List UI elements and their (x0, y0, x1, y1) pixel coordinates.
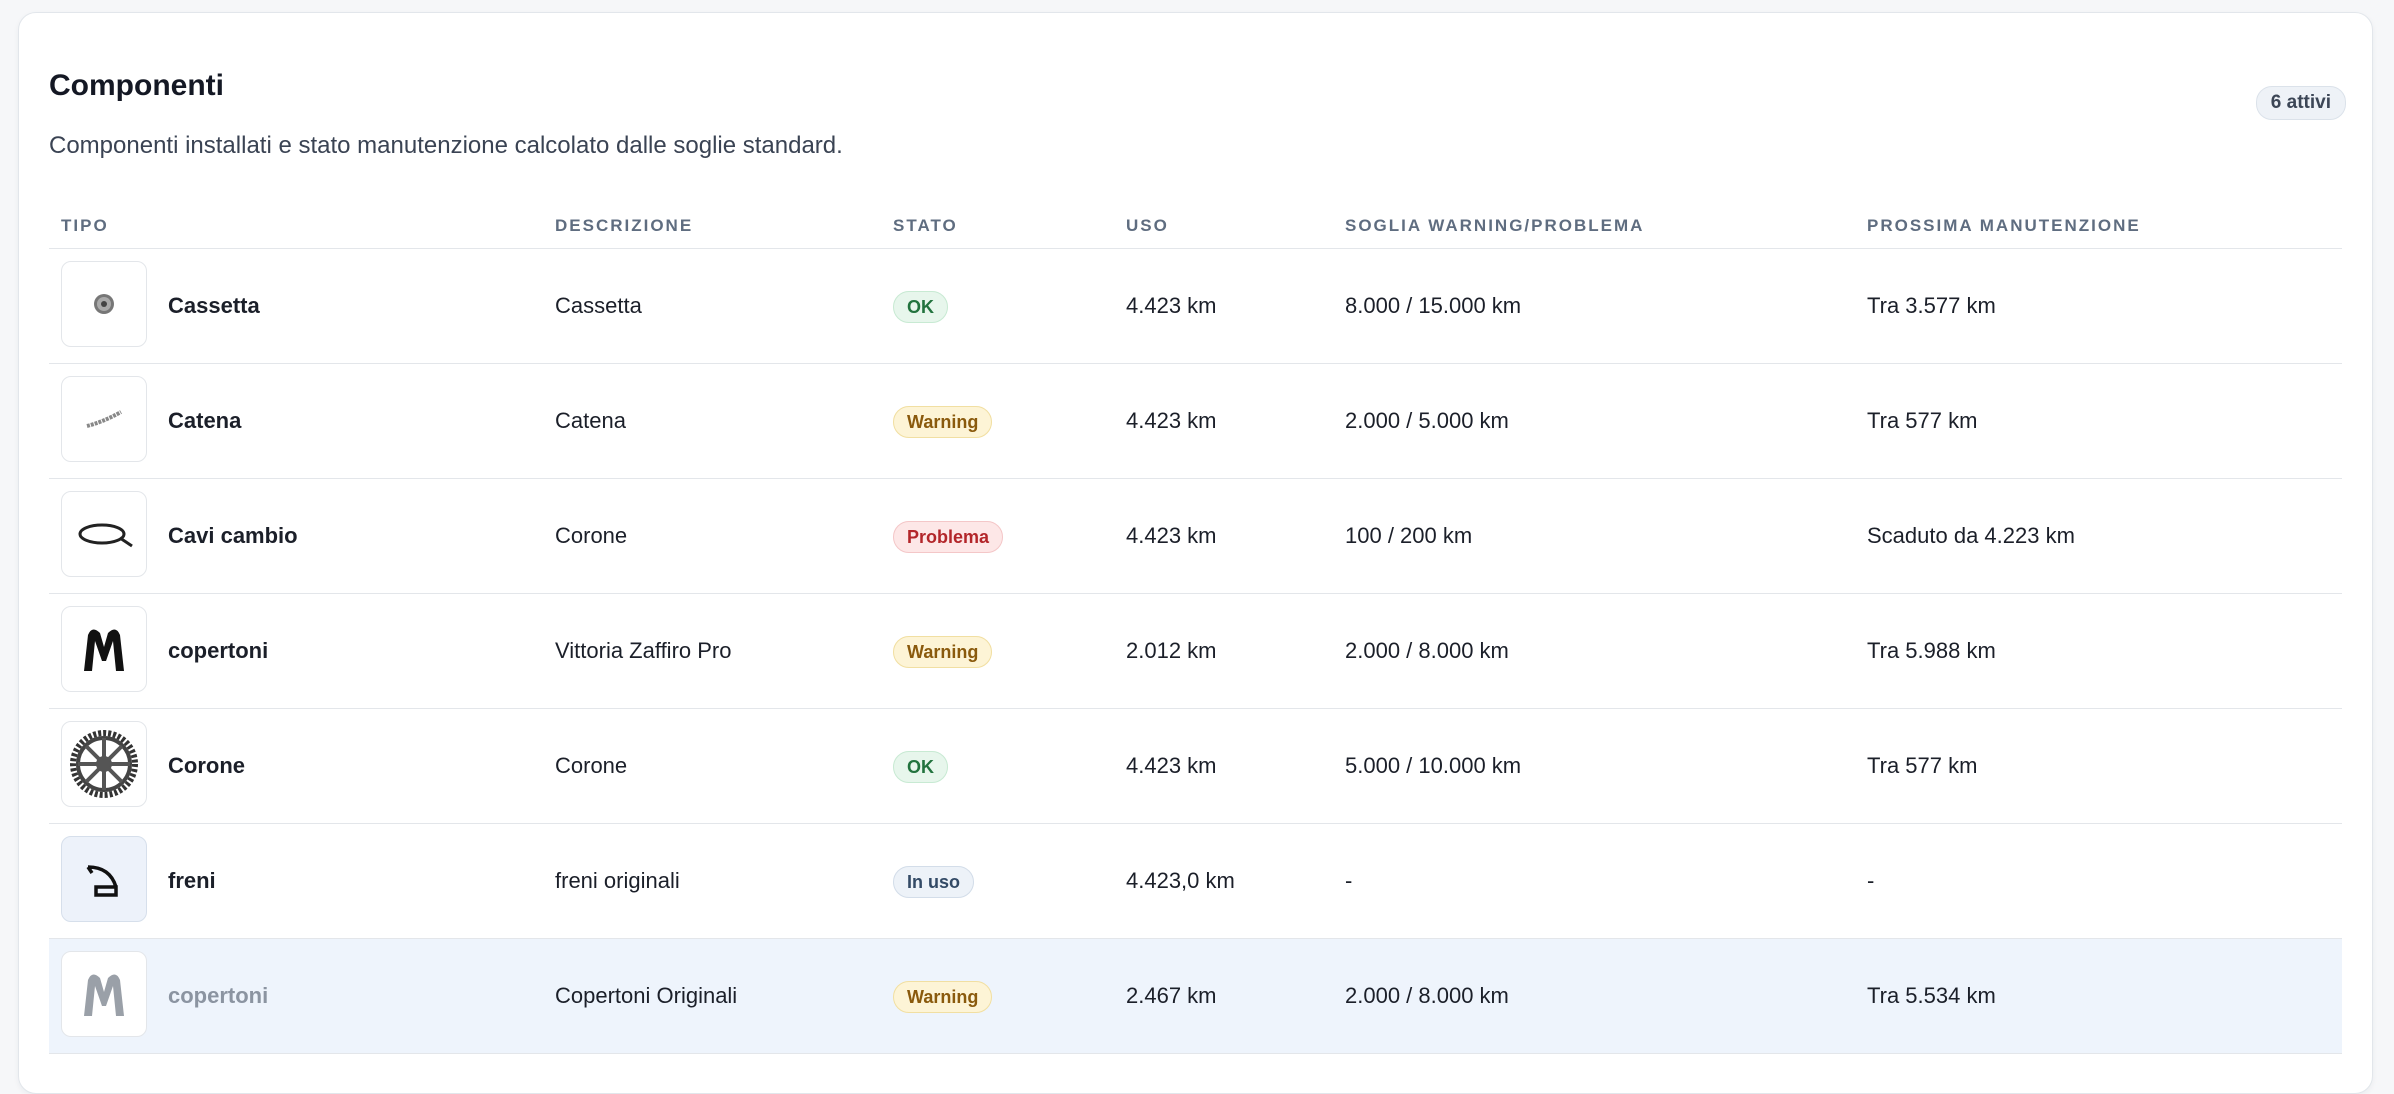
icon-shape (70, 730, 138, 798)
table-header: TIPO DESCRIZIONE STATO USO SOGLIA WARNING/PR… (49, 203, 2342, 249)
component-icon (61, 836, 147, 922)
status: Problema (893, 521, 1004, 553)
usage: 4.423 km (1126, 523, 1217, 548)
next-maintenance: Tra 5.988 km (1867, 638, 1996, 663)
table-row: freni freni originali In uso 4.423,0 km - - (49, 824, 2342, 939)
description: Copertoni Originali (555, 983, 738, 1008)
status-badge: In uso (893, 866, 974, 898)
description: Corone (555, 753, 628, 778)
status: Warning (893, 981, 993, 1013)
column-header: STATO (893, 216, 958, 235)
status: OK (893, 291, 948, 323)
component-icon (61, 261, 147, 347)
threshold: 2.000 / 5.000 km (1345, 408, 1509, 433)
threshold: - (1345, 868, 1353, 893)
next-maintenance: - (1867, 868, 1875, 893)
table-row: Corone Corone OK 4.423 km 5.000 / 10.000 km T… (49, 709, 2342, 824)
column-header: SOGLIA WARNING/PROBLEMA (1345, 216, 1645, 235)
usage: 4.423,0 km (1126, 868, 1235, 893)
component-type: freni (168, 868, 216, 893)
table-row: Cassetta Cassetta OK 4.423 km 8.000 / 15.000… (49, 249, 2342, 364)
icon-shape (84, 974, 124, 1016)
table-row: copertoni Vittoria Zaffiro Pro Warning 2.01… (49, 594, 2342, 709)
next-maintenance: Tra 577 km (1867, 408, 1978, 433)
threshold: 5.000 / 10.000 km (1345, 753, 1522, 778)
status-badge: OK (893, 291, 948, 323)
status: Warning (893, 636, 993, 668)
icon-shape (84, 974, 124, 1016)
usage: 2.012 km (1126, 638, 1217, 663)
column-header: DESCRIZIONE (555, 216, 694, 235)
icon-shape (78, 738, 130, 790)
table-row: copertoni Copertoni Originali Warning 2.467… (49, 939, 2342, 1054)
usage: 2.467 km (1126, 983, 1217, 1008)
next-maintenance: Scaduto da 4.223 km (1867, 523, 2075, 548)
components-card: Componenti Componenti installati e stato… (18, 12, 2373, 1094)
component-type: copertoni (168, 983, 269, 1008)
usage: 4.423 km (1126, 753, 1217, 778)
page-body: {"header": {"title": "Componenti", "subt… (18, 12, 2373, 1094)
icon-shape (78, 523, 133, 548)
icon-shape (84, 629, 124, 671)
icon-shape (78, 523, 126, 545)
status: Warning (893, 406, 993, 438)
card-title: Componenti (49, 69, 224, 102)
icon-shape (84, 629, 124, 671)
status-badge: OK (893, 751, 948, 783)
component-type: Catena (168, 408, 242, 433)
component-type: copertoni (168, 638, 269, 663)
threshold: 2.000 / 8.000 km (1345, 638, 1509, 663)
column-header: TIPO (61, 216, 109, 235)
threshold: 2.000 / 8.000 km (1345, 983, 1509, 1008)
component-type: Corone (168, 753, 245, 778)
status-badge: Warning (893, 981, 993, 1013)
components-table: TIPO DESCRIZIONE STATO USO SOGLIA WARNING/PR… (49, 203, 2342, 1054)
component-type: Cavi cambio (168, 523, 298, 548)
next-maintenance: Tra 5.534 km (1867, 983, 1996, 1008)
component-icon (61, 491, 147, 577)
description: Cassetta (555, 293, 642, 318)
status-badge: Warning (893, 406, 993, 438)
icon-shape (86, 410, 122, 428)
threshold: 100 / 200 km (1345, 523, 1473, 548)
usage: 4.423 km (1126, 293, 1217, 318)
description: Catena (555, 408, 626, 433)
next-maintenance: Tra 577 km (1867, 753, 1978, 778)
description: Corone (555, 523, 628, 548)
usage: 4.423 km (1126, 408, 1217, 433)
description: freni originali (555, 868, 680, 893)
table-row: Cavi cambio Corone Problema 4.423 km 100 / 2… (49, 479, 2342, 594)
description: Vittoria Zaffiro Pro (555, 638, 732, 663)
card-subtitle: Componenti installati e stato manutenzio… (49, 132, 843, 159)
icon-shape (86, 865, 118, 897)
next-maintenance: Tra 3.577 km (1867, 293, 1996, 318)
threshold: 8.000 / 15.000 km (1345, 293, 1522, 318)
status-badge: Problema (893, 521, 1004, 553)
column-header: USO (1126, 216, 1169, 235)
icon-shape (94, 294, 114, 314)
icon-shape (70, 730, 138, 798)
column-header: PROSSIMA MANUTENZIONE (1867, 216, 2141, 235)
status: OK (893, 751, 948, 783)
active-count-badge: 6 attivi (2255, 86, 2346, 120)
icon-shape (86, 865, 118, 897)
status-badge: Warning (893, 636, 993, 668)
icon-shape (101, 301, 107, 307)
component-icon (61, 721, 147, 807)
icon-shape (86, 410, 122, 428)
page: Componenti html, body { margin: 0; paddi… (18, 12, 2373, 1094)
component-icon (61, 376, 147, 462)
component-icon (61, 951, 147, 1037)
icon-shape (119, 536, 133, 548)
status: In uso (893, 866, 974, 898)
table-row: Catena Catena Warning 4.423 km 2.000 / 5.000… (49, 364, 2342, 479)
component-type: Cassetta (168, 293, 260, 318)
component-icon (61, 606, 147, 692)
